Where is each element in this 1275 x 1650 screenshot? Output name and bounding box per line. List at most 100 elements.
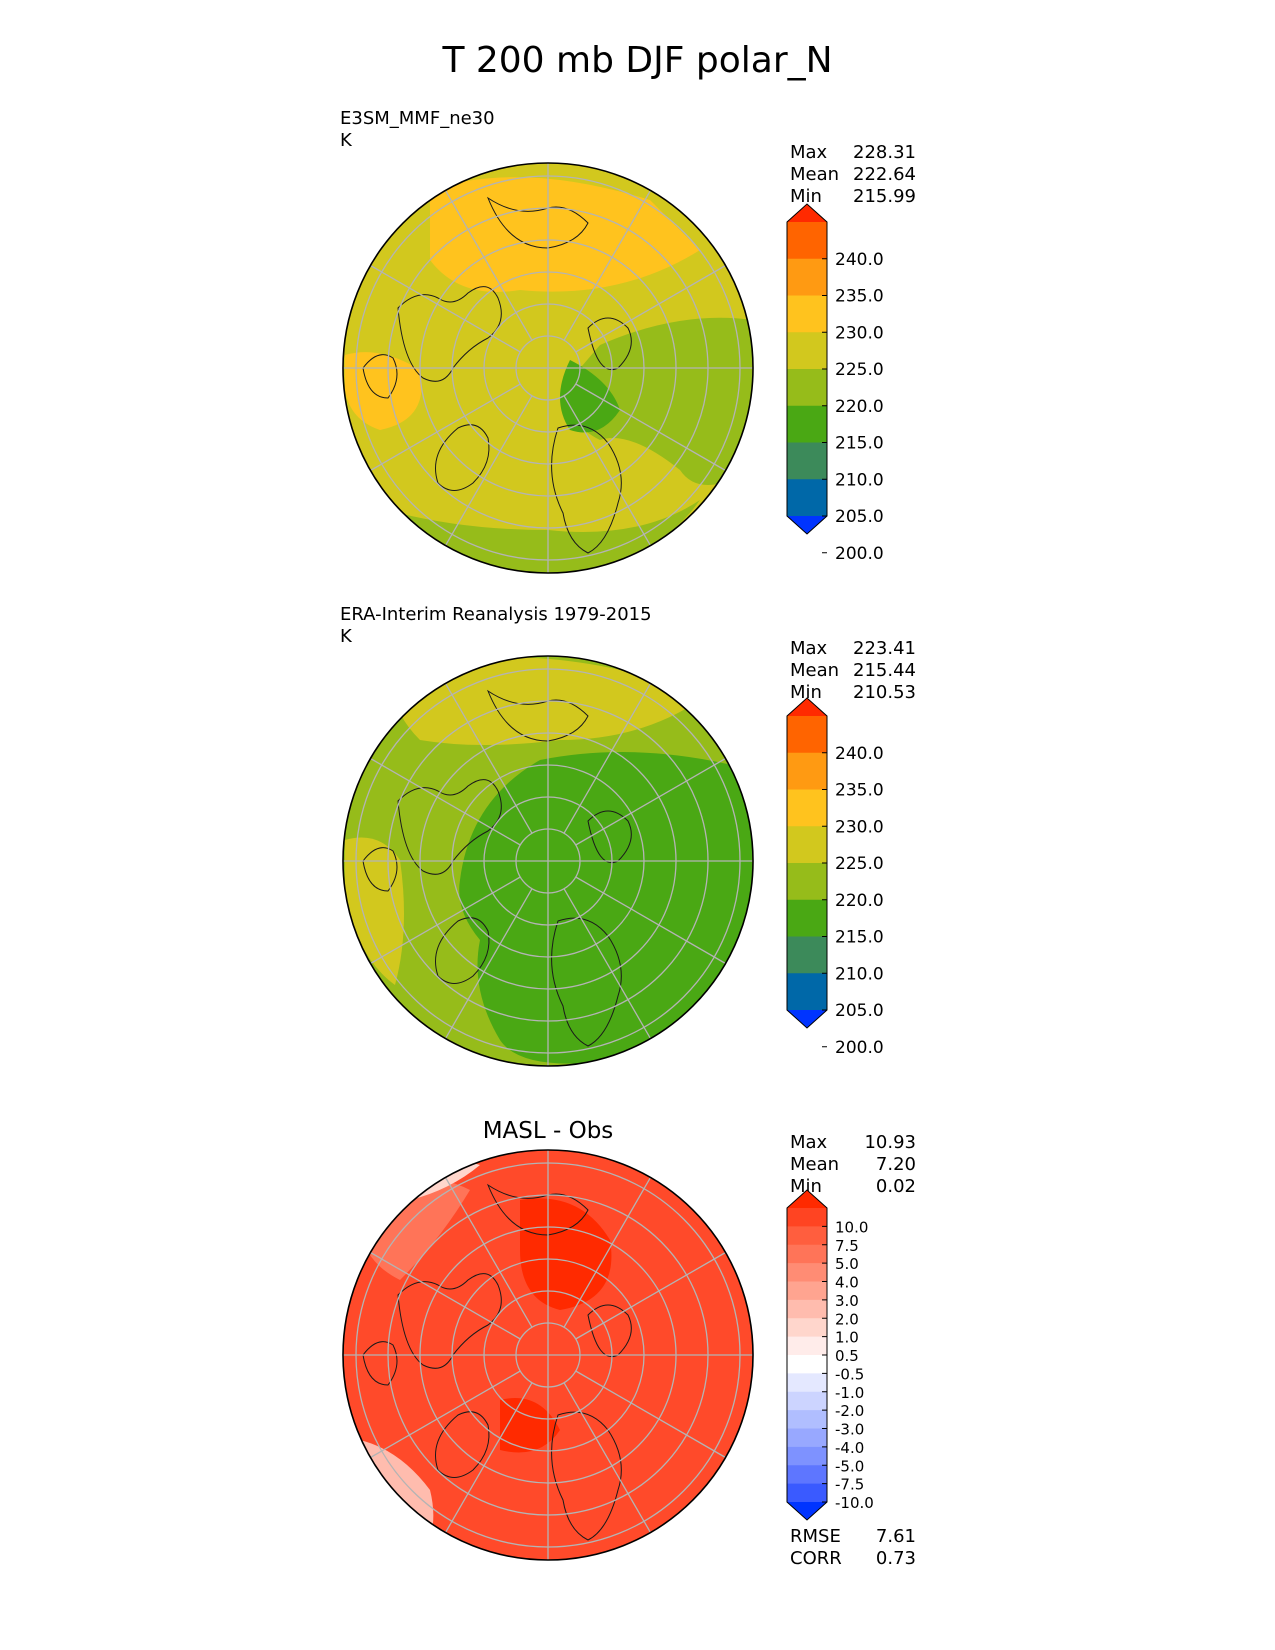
colorbar-swatch [787,973,827,1011]
colorbar-tick-label: -1.0 [835,1384,864,1402]
panel-model-units: K [340,130,352,151]
meridian-line [575,757,726,846]
colorbar-obs: 240.0 235.0 230.0 225.0 220.0 215.0 210.0 205.0… [786,697,884,1058]
map-border [342,655,754,1067]
colorbar-tick-label: 5.0 [835,1255,859,1273]
stat-min-row: Min 215.99 [790,186,916,208]
colorbar-tick-label: 235.0 [835,287,884,307]
meridian-line [370,1251,521,1340]
colorbar-extend-bottom [787,516,827,534]
meridian-line [563,683,652,834]
colorbar-swatch [787,479,827,517]
stat-label: Min [790,186,822,207]
panel-diff-title: MASL - Obs [482,1118,614,1144]
meridian-line [563,395,652,546]
colorbar-model: 240.0 235.0 230.0 225.0 220.0 215.0 210.0 205.0… [786,203,884,564]
coastline [362,354,398,399]
panel-obs-stats: Max 223.41 Mean 215.44 Min 210.53 [790,638,916,704]
map-border [342,162,754,574]
polar-map-model [342,162,754,574]
stat-min-row: Min 210.53 [790,682,916,704]
coastline [397,286,502,382]
panel-obs-name: ERA-Interim Reanalysis 1979-2015 [340,604,652,625]
meridian-line [444,395,533,546]
colorbar-swatch [787,1428,827,1448]
colorbar-tick-label: -10.0 [835,1494,874,1512]
stat-label: Min [790,1176,822,1197]
meridian-line [370,1370,521,1459]
stat-value: 0.02 [875,1176,916,1197]
colorbar-tick-label: 230.0 [835,323,884,343]
colorbar-swatch [787,258,827,296]
stat-max-row: Max 223.41 [790,638,916,660]
colorbar-swatch [787,863,827,901]
meridian-line [575,876,726,965]
coastline [362,1341,398,1386]
colorbar-extend-bottom [787,1502,827,1520]
colorbar-tick-label: 230.0 [835,817,884,837]
metric-value: 7.61 [875,1526,916,1547]
colorbar-swatch [787,1299,827,1319]
stat-value: 222.64 [853,164,916,185]
colorbar-swatch [787,332,827,370]
colorbar-swatch [787,1410,827,1429]
stat-value: 7.20 [875,1154,916,1175]
stat-min-row: Min 0.02 [790,1176,916,1198]
meridian-line [563,1382,652,1533]
field-contour [345,837,404,985]
coastline [486,689,589,742]
colorbar-swatch [787,716,827,754]
stat-label: Mean [790,164,840,185]
colorbar-swatch [787,1446,827,1466]
coastline [435,917,490,984]
stat-label: Max [790,638,828,659]
meridian-line [563,190,652,341]
coastline [587,317,632,370]
map-field-diff [343,1150,753,1560]
colorbar-tick-label: 4.0 [835,1274,859,1292]
field-contour [459,752,752,1064]
colorbar-tick-label: 225.0 [835,360,884,380]
map-border [342,1149,754,1561]
stat-mean-row: Mean 7.20 [790,1154,916,1176]
panel-model-title: E3SM_MMF_ne30 K [340,108,495,152]
meridian-line [370,876,521,965]
colorbar-tick-label: 0.5 [835,1347,859,1365]
metric-label: RMSE [790,1526,841,1547]
coastline [587,1304,632,1357]
colorbar-diff: 10.07.55.04.03.02.01.00.5-0.5-1.0-2.0-3.… [786,1189,874,1521]
colorbar-tick-label: -0.5 [835,1365,864,1383]
colorbar-tick-label: 240.0 [835,744,884,764]
stat-value: 210.53 [853,682,916,703]
colorbar-tick-label: 200.0 [835,544,884,564]
stat-max-row: Max 228.31 [790,142,916,164]
panel-diff-stats: Max 10.93 Mean 7.20 Min 0.02 [790,1132,916,1198]
colorbar-extend-top [787,1190,827,1208]
meridian-line [575,1251,726,1340]
colorbar-swatch [787,222,827,260]
colorbar-swatch [787,936,827,974]
stat-max-row: Max 10.93 [790,1132,916,1154]
stat-mean-row: Mean 215.44 [790,660,916,682]
panel-model-name: E3SM_MMF_ne30 [340,108,495,129]
stat-value: 215.44 [853,660,916,681]
colorbar-tick-label: 220.0 [835,397,884,417]
colorbar-tick-label: 200.0 [835,1038,884,1058]
colorbar-swatch [787,1208,827,1227]
colorbar-swatch [787,442,827,480]
colorbar-swatch [787,1465,827,1485]
panel-model-stats: Max 228.31 Mean 222.64 Min 215.99 [790,142,916,208]
colorbar-tick-label: 210.0 [835,964,884,984]
coastline [435,1411,490,1478]
colorbar-swatch [787,1226,827,1246]
meridian-line [444,190,533,341]
colorbar-swatch [787,1483,827,1503]
colorbar-swatch [787,369,827,407]
colorbar-swatch [787,1281,827,1301]
polar-map-obs [342,655,754,1067]
colorbar-tick-label: 215.0 [835,434,884,454]
field-contour [520,1198,612,1310]
colorbar-tick-label: 1.0 [835,1329,859,1347]
meridian-line [444,683,533,834]
